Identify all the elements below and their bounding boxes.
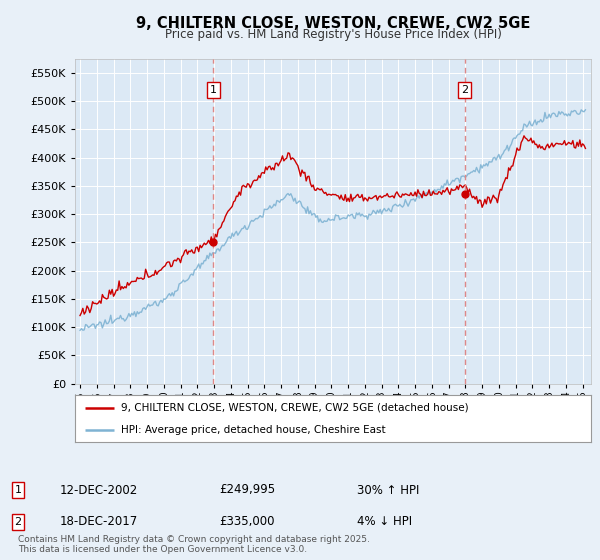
Text: HPI: Average price, detached house, Cheshire East: HPI: Average price, detached house, Ches…	[121, 424, 386, 435]
Text: 12-DEC-2002: 12-DEC-2002	[60, 483, 138, 497]
Text: Contains HM Land Registry data © Crown copyright and database right 2025.
This d: Contains HM Land Registry data © Crown c…	[18, 535, 370, 554]
Text: 1: 1	[14, 485, 22, 495]
Text: 1: 1	[210, 85, 217, 95]
Text: 2: 2	[14, 517, 22, 527]
Text: 9, CHILTERN CLOSE, WESTON, CREWE, CW2 5GE (detached house): 9, CHILTERN CLOSE, WESTON, CREWE, CW2 5G…	[121, 403, 469, 413]
Text: £335,000: £335,000	[219, 515, 275, 529]
Text: 4% ↓ HPI: 4% ↓ HPI	[357, 515, 412, 529]
Text: 30% ↑ HPI: 30% ↑ HPI	[357, 483, 419, 497]
Text: 2: 2	[461, 85, 468, 95]
Text: 18-DEC-2017: 18-DEC-2017	[60, 515, 138, 529]
Text: 9, CHILTERN CLOSE, WESTON, CREWE, CW2 5GE: 9, CHILTERN CLOSE, WESTON, CREWE, CW2 5G…	[136, 16, 530, 31]
Text: Price paid vs. HM Land Registry's House Price Index (HPI): Price paid vs. HM Land Registry's House …	[164, 28, 502, 41]
Text: £249,995: £249,995	[219, 483, 275, 497]
